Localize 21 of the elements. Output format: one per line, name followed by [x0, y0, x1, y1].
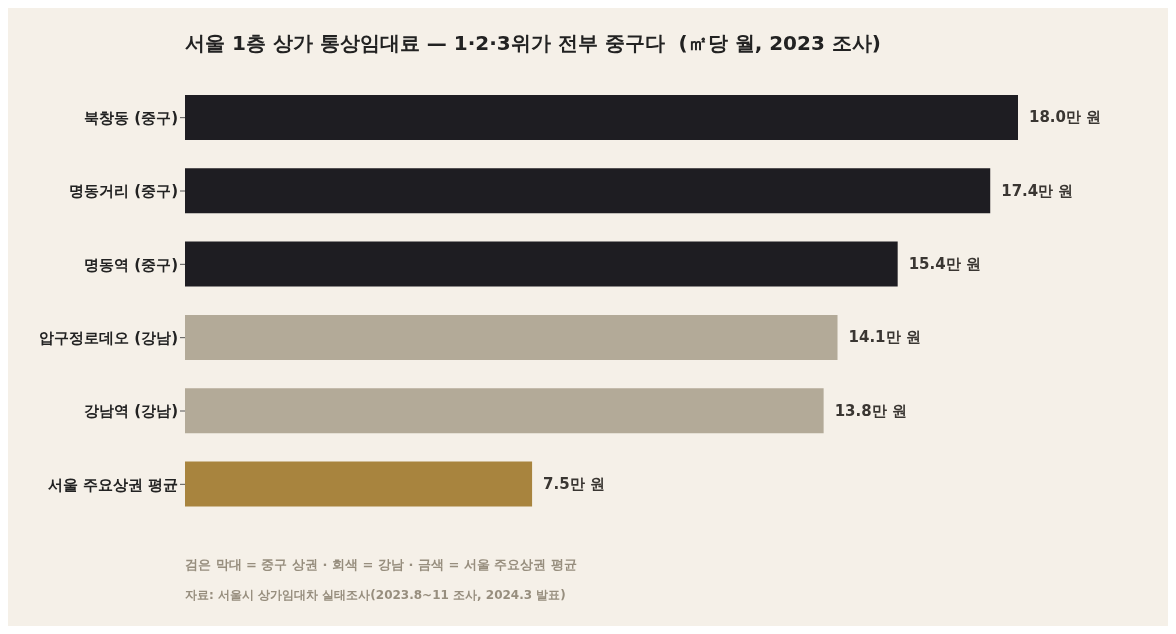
y-tick-label: 북창동 (중구) — [84, 108, 178, 127]
bar — [185, 314, 838, 360]
bar — [185, 241, 898, 287]
y-tick-label: 강남역 (강남) — [84, 402, 178, 421]
data-label: 7.5만 원 — [543, 475, 605, 494]
data-label: 18.0만 원 — [1029, 108, 1102, 127]
data-label: 13.8만 원 — [834, 401, 907, 420]
y-tick-label: 명동역 (중구) — [84, 255, 178, 274]
y-tick-label: 서울 주요상권 평균 — [47, 475, 178, 494]
chart-title: 서울 1층 상가 통상임대료 — 1·2·3위가 전부 중구다 (㎡당 월, 2023 조사) — [185, 30, 881, 57]
data-label: 17.4만 원 — [1001, 181, 1074, 200]
text: 자료: 서울시 상가임대차 실태조사(2023.8~11 조사, 2024.3 발표) — [185, 587, 566, 604]
y-tick-label: 명동거리 (중구) — [69, 182, 178, 201]
bar — [185, 388, 824, 434]
data-label: 14.1만 원 — [848, 328, 921, 347]
y-tick-label: 압구정로데오 (강남) — [39, 328, 178, 347]
bar — [185, 461, 533, 507]
data-label: 15.4만 원 — [908, 255, 981, 274]
bar — [185, 94, 1018, 140]
text: 검은 막대 = 중구 상권 · 회색 = 강남 · 금색 = 서울 주요상권 평균 — [185, 556, 577, 574]
bar — [185, 168, 991, 214]
